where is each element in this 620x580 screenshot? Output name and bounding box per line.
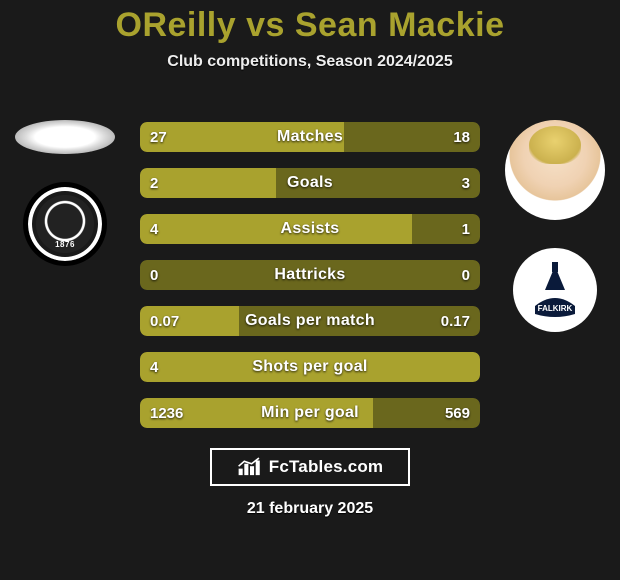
stat-value-left: 0 <box>150 260 158 290</box>
stat-value-right: 0 <box>462 260 470 290</box>
stat-value-right: 1 <box>462 214 470 244</box>
stat-row: Goals per match0.07 0.17 <box>140 306 480 336</box>
stat-label: Assists <box>140 214 480 244</box>
stat-label: Goals per match <box>140 306 480 336</box>
left-crest-year: 1876 <box>55 240 75 249</box>
stat-value-left: 27 <box>150 122 167 152</box>
stat-value-left: 1236 <box>150 398 183 428</box>
stat-value-left: 4 <box>150 352 158 382</box>
stat-label: Goals <box>140 168 480 198</box>
left-player-placeholder <box>15 120 115 154</box>
stat-value-right: 3 <box>462 168 470 198</box>
stat-value-left: 2 <box>150 168 158 198</box>
stat-label: Shots per goal <box>140 352 480 382</box>
stat-row: Hattricks0 0 <box>140 260 480 290</box>
stat-row: Shots per goal4 <box>140 352 480 382</box>
stat-row: Assists4 1 <box>140 214 480 244</box>
stat-row: Matches27 18 <box>140 122 480 152</box>
date-text: 21 february 2025 <box>0 500 620 518</box>
subtitle: Club competitions, Season 2024/2025 <box>0 53 620 71</box>
stat-row: Min per goal1236 569 <box>140 398 480 428</box>
left-club-crest: 1876 <box>23 182 107 266</box>
logo-text: FcTables.com <box>269 457 384 477</box>
right-club-crest: FALKIRK <box>513 248 597 332</box>
stat-value-right: 569 <box>445 398 470 428</box>
right-crest-text: FALKIRK <box>538 304 573 313</box>
left-player-column: 1876 <box>10 120 120 266</box>
stat-value-left: 4 <box>150 214 158 244</box>
stat-value-right: 18 <box>453 122 470 152</box>
right-player-photo <box>505 120 605 220</box>
stats-bar-area: Matches2718Goals23Assists41Hattricks00Go… <box>140 122 480 444</box>
bar-chart-icon <box>237 456 263 478</box>
right-player-column: FALKIRK <box>500 120 610 332</box>
page-title: OReilly vs Sean Mackie <box>0 0 620 45</box>
stat-label: Matches <box>140 122 480 152</box>
stat-value-left: 0.07 <box>150 306 179 336</box>
stat-label: Hattricks <box>140 260 480 290</box>
stat-row: Goals2 3 <box>140 168 480 198</box>
stat-value-right: 0.17 <box>441 306 470 336</box>
fctables-logo: FcTables.com <box>210 448 410 486</box>
stat-label: Min per goal <box>140 398 480 428</box>
